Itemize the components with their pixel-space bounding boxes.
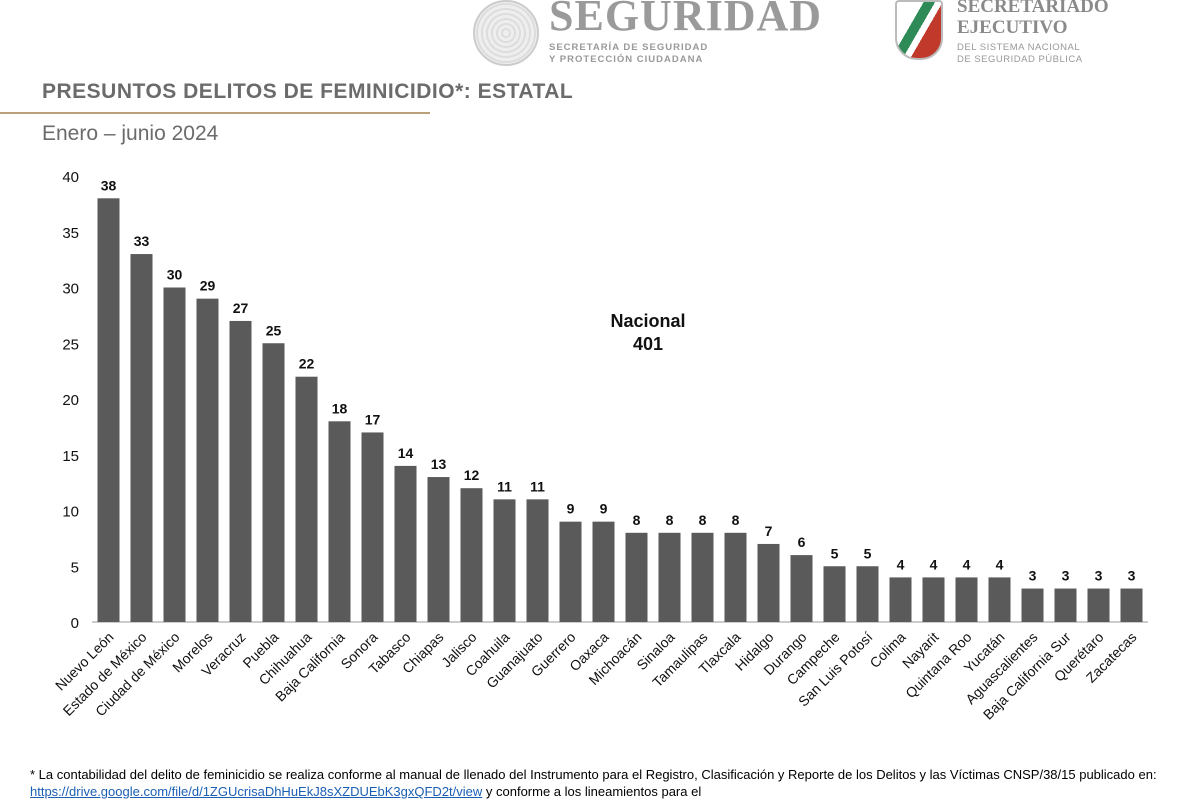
secretariado-logo-text: SECRETARIADO EJECUTIVO — [957, 0, 1109, 38]
data-label: 5 — [864, 545, 872, 561]
data-label: 7 — [765, 523, 773, 539]
data-label: 18 — [332, 400, 348, 416]
coat-of-arms-logo — [473, 0, 539, 66]
bar — [790, 555, 813, 622]
data-label: 3 — [1128, 568, 1136, 584]
y-tick-label: 40 — [62, 169, 79, 186]
data-label: 3 — [1029, 568, 1037, 584]
data-label: 9 — [567, 501, 575, 517]
page-title: PRESUNTOS DELITOS DE FEMINICIDIO*: ESTAT… — [42, 80, 574, 103]
data-label: 25 — [266, 322, 282, 338]
data-label: 11 — [497, 478, 512, 494]
seguridad-logo-subtitle: SECRETARÍA DE SEGURIDAD Y PROTECCIÓN CIUD… — [549, 42, 709, 65]
title-divider — [0, 112, 430, 114]
national-total-value: 401 — [633, 334, 663, 354]
data-label: 9 — [600, 501, 608, 517]
bar — [328, 421, 351, 622]
bar — [658, 532, 681, 622]
bar — [262, 343, 285, 622]
bar — [493, 499, 516, 622]
bar — [295, 376, 318, 622]
bar — [988, 577, 1011, 622]
bar — [757, 543, 780, 622]
data-label: 27 — [233, 300, 249, 316]
data-label: 30 — [167, 267, 183, 283]
footnote-text-end: y conforme a los lineamientos para el — [482, 784, 702, 799]
data-label: 6 — [798, 534, 806, 550]
y-tick-label: 30 — [62, 281, 79, 298]
bar — [1087, 588, 1110, 622]
y-tick-label: 20 — [62, 392, 79, 409]
data-label: 17 — [365, 411, 381, 427]
bar — [130, 254, 153, 623]
y-tick-label: 25 — [62, 336, 79, 353]
bar — [1120, 588, 1143, 622]
bar — [526, 499, 549, 622]
bar — [922, 577, 945, 622]
data-label: 8 — [732, 512, 740, 528]
data-label: 14 — [398, 445, 414, 461]
data-label: 12 — [464, 467, 480, 483]
bar — [460, 488, 483, 622]
bar — [427, 477, 450, 622]
bar — [889, 577, 912, 622]
header-logos: SEGURIDAD SECRETARÍA DE SEGURIDAD Y PROTE… — [465, 0, 1145, 72]
bar — [955, 577, 978, 622]
data-label: 4 — [963, 556, 971, 572]
bar — [724, 532, 747, 622]
national-total-label: Nacional — [610, 311, 685, 331]
y-tick-label: 5 — [71, 559, 79, 576]
bar — [1021, 588, 1044, 622]
y-tick-label: 0 — [71, 615, 79, 632]
bar — [229, 320, 252, 622]
y-tick-label: 10 — [62, 504, 79, 521]
y-tick-label: 15 — [62, 448, 79, 465]
y-tick-label: 35 — [62, 225, 79, 242]
bar — [856, 566, 879, 622]
data-label: 8 — [699, 512, 707, 528]
data-label: 8 — [633, 512, 641, 528]
data-label: 13 — [431, 456, 447, 472]
bar — [592, 521, 615, 622]
bar — [823, 566, 846, 622]
bar — [394, 465, 417, 622]
data-label: 4 — [930, 556, 938, 572]
footnote-text: * La contabilidad del delito de feminici… — [30, 767, 1157, 782]
data-label: 3 — [1095, 568, 1103, 584]
page-subtitle: Enero – junio 2024 — [42, 122, 219, 145]
data-label: 4 — [996, 556, 1004, 572]
data-label: 29 — [200, 278, 216, 294]
bar — [196, 298, 219, 622]
bar — [1054, 588, 1077, 622]
data-label: 4 — [897, 556, 905, 572]
data-label: 5 — [831, 545, 839, 561]
footnote: * La contabilidad del delito de feminici… — [30, 766, 1180, 800]
data-label: 8 — [666, 512, 674, 528]
seguridad-logo-text: SEGURIDAD — [549, 0, 823, 40]
bar — [361, 432, 384, 622]
sesnsp-shield-logo — [895, 0, 943, 60]
bar — [97, 198, 120, 623]
data-label: 38 — [101, 177, 117, 193]
data-label: 22 — [299, 356, 315, 372]
secretariado-logo-subtitle: DEL SISTEMA NACIONAL DE SEGURIDAD PÚBLICA — [957, 42, 1083, 65]
bar — [691, 532, 714, 622]
bar — [163, 287, 186, 622]
data-label: 11 — [530, 478, 545, 494]
bar — [625, 532, 648, 622]
bar — [559, 521, 582, 622]
data-label: 33 — [134, 233, 150, 249]
footnote-link[interactable]: https://drive.google.com/file/d/1ZGUcris… — [30, 784, 483, 799]
data-label: 3 — [1062, 568, 1070, 584]
